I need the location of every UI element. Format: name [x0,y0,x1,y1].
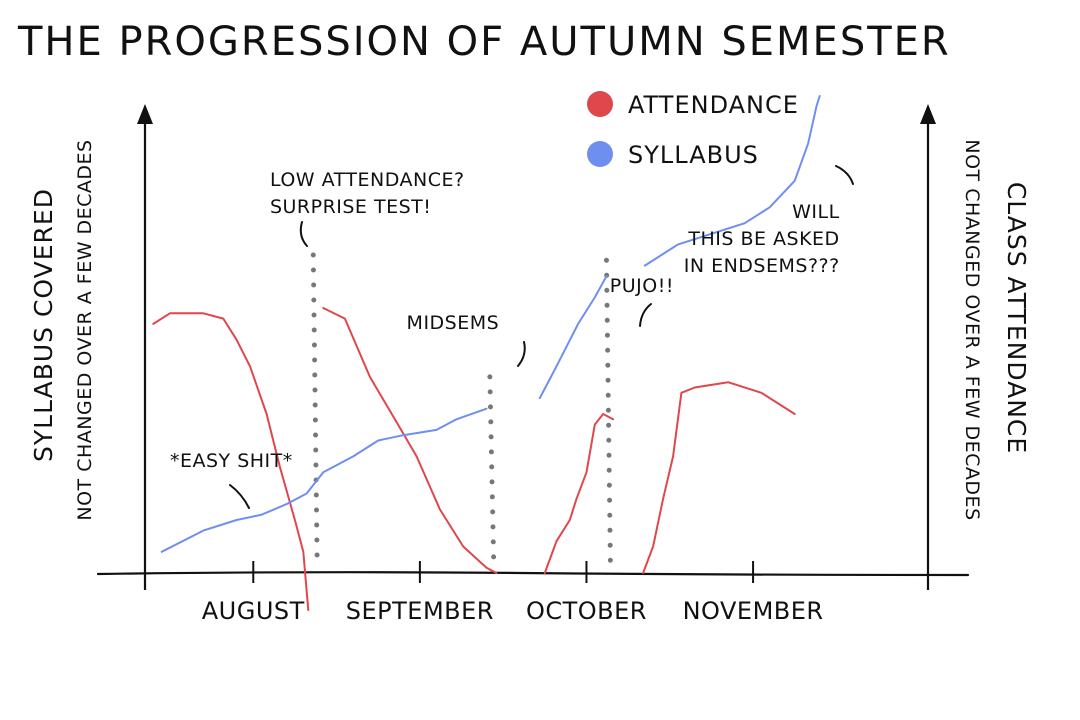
x-tick-label: OCTOBER [526,597,647,625]
annotations: LOW ATTENDANCE? SURPRISE TEST! MIDSEMS PUJO… [170,165,854,509]
event-markers [310,252,613,572]
annotation-surprise-test: SURPRISE TEST! [270,196,431,218]
x-tick-label: NOVEMBER [683,597,824,625]
left-y-axis-arrowhead [137,104,153,124]
annotation-leader [639,303,652,327]
annotation-endsems: IN ENDSEMS??? [684,255,840,277]
annotation-midsems: MIDSEMS [407,312,500,334]
event-marker-line [310,252,320,572]
right-y-axis-label: CLASS ATTENDANCE [1002,182,1031,454]
annotation-leader [835,165,854,185]
attendance-line [642,381,796,574]
left-y-axis-sublabel: NOT CHANGED OVER A FEW DECADES [74,139,96,520]
annotation-leader [299,221,308,247]
legend-label: ATTENDANCE [628,91,799,119]
axes [96,104,970,591]
legend-swatch [587,91,613,117]
attendance-line [152,312,310,612]
annotation-endsems: THIS BE ASKED [687,228,839,250]
x-ticks: AUGUST SEPTEMBER OCTOBER NOVEMBER [202,561,824,625]
right-y-axis-line [926,119,930,591]
chart-title: THE PROGRESSION OF AUTUMN SEMESTER [17,19,951,65]
legend-swatch [587,141,613,167]
x-tick-label: AUGUST [202,597,305,625]
legend-label: SYLLABUS [628,141,759,169]
syllabus-line [160,407,488,553]
series-lines [152,95,821,612]
left-y-axis-label: SYLLABUS COVERED [29,188,58,462]
x-axis-line [96,571,970,577]
annotation-surprise-test: LOW ATTENDANCE? [270,169,465,191]
x-tick-label: SEPTEMBER [346,597,494,625]
attendance-line [322,307,498,574]
syllabus-line [643,95,821,267]
event-marker-line [487,374,497,572]
right-y-axis-sublabel: NOT CHANGED OVER A FEW DECADES [961,139,983,520]
annotation-leader [517,341,526,367]
event-marker-line [603,257,613,572]
left-y-axis-line [143,119,147,591]
annotation-leader [229,484,250,509]
right-y-axis-arrowhead [920,104,936,124]
legend: ATTENDANCE SYLLABUS [587,91,799,169]
syllabus-line [538,275,608,400]
attendance-line [543,413,615,574]
annotation-endsems: WILL [792,201,840,223]
annotation-pujo: PUJO!! [610,275,674,297]
annotation-easy: *EASY SHIT* [170,450,293,472]
